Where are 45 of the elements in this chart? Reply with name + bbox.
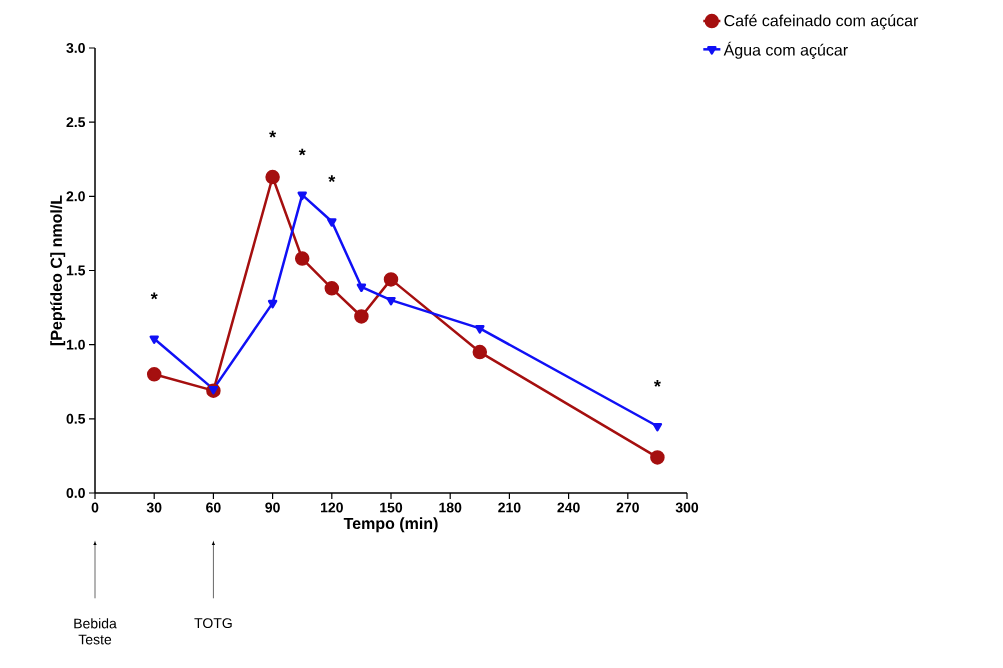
legend-label: Café cafeinado com açúcar xyxy=(724,14,919,30)
point xyxy=(297,191,307,201)
point xyxy=(149,335,159,344)
y-tick-label: 2.0 xyxy=(66,191,85,202)
x-tick-label: 210 xyxy=(498,502,521,513)
x-tick-label: 0 xyxy=(91,502,99,513)
point xyxy=(386,296,396,306)
x-tick-label: 240 xyxy=(557,502,580,513)
x-tick-label: 60 xyxy=(206,502,221,513)
legend-label: Água com açúcar xyxy=(723,41,848,59)
x-tick-label: 120 xyxy=(321,502,343,513)
y-tick-label: 3.0 xyxy=(66,43,85,53)
y-tick-label: 0.5 xyxy=(66,413,86,424)
point xyxy=(356,283,367,293)
point xyxy=(652,422,663,432)
point xyxy=(146,367,162,382)
ref-line-label: TOTG xyxy=(194,618,232,629)
annotation: * xyxy=(653,380,661,387)
point xyxy=(383,272,399,287)
x-tick-label: 30 xyxy=(146,502,162,513)
annotation: * xyxy=(150,292,158,300)
point xyxy=(265,169,280,185)
point xyxy=(472,344,488,360)
x-tick-label: 270 xyxy=(616,502,639,513)
point xyxy=(324,281,340,296)
point xyxy=(267,299,278,309)
annotation: * xyxy=(328,175,336,183)
annotation: * xyxy=(269,130,277,138)
y-tick-label: 1.5 xyxy=(66,265,86,276)
annotation: * xyxy=(298,148,306,156)
x-axis-title: Tempo (min) xyxy=(343,517,438,533)
x-tick-label: 300 xyxy=(675,502,699,513)
ref-line-label: Bebida Teste xyxy=(74,618,117,645)
y-axis-title: [Peptídeo C] nmol/L xyxy=(50,195,66,346)
x-tick-label: 150 xyxy=(380,502,403,513)
point xyxy=(294,251,310,266)
y-tick-label: 2.5 xyxy=(66,117,86,128)
point xyxy=(475,325,485,334)
point xyxy=(354,309,369,324)
y-tick-label: 0.0 xyxy=(66,488,85,498)
y-tick-label: 1.0 xyxy=(66,339,85,350)
point xyxy=(327,218,337,227)
point xyxy=(650,450,665,465)
x-tick-label: 90 xyxy=(265,502,280,513)
x-tick-label: 180 xyxy=(439,502,462,513)
